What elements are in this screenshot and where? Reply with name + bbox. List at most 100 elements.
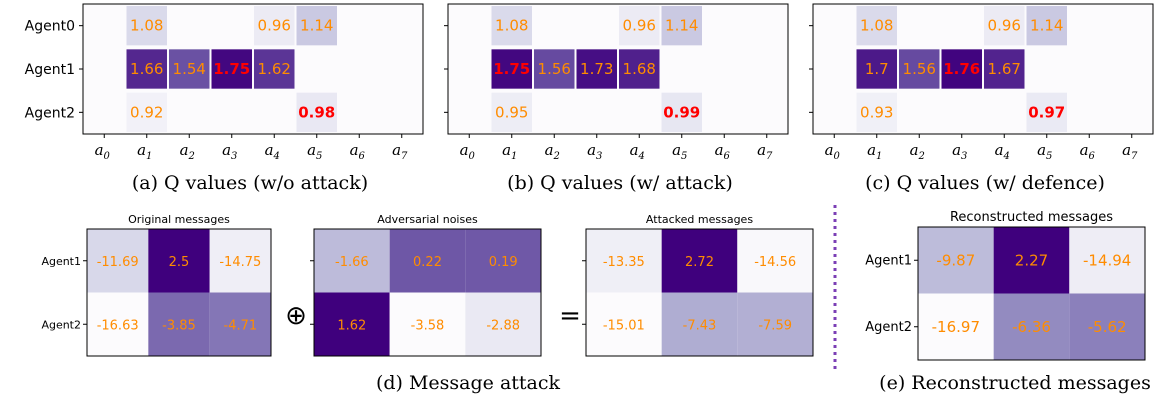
heatmap-value-label: -6.36 — [1012, 318, 1051, 336]
action-tick-label: a2 — [545, 141, 560, 162]
heatmap-frame — [585, 228, 814, 357]
q-cell — [169, 49, 210, 89]
q-cell — [1026, 92, 1067, 132]
agent-tick-label: Agent2 — [41, 318, 81, 331]
agent-tick-label: Agent1 — [865, 253, 912, 268]
q-cell — [254, 49, 295, 89]
q-values-panel-no-attack: 1.08 0.96 1.14 1.66 1.54 1.75 1.62 0.92 0.98 Agen… — [25, 3, 424, 162]
heatmap-cell — [465, 292, 541, 356]
action-tick-label: a0 — [460, 141, 476, 162]
q-cell — [126, 49, 167, 89]
heatmap-original-messages: Original messages -11.69 2.5 -14.75 Agent1 -1… — [41, 213, 272, 357]
heatmap-reconstructed-messages: Reconstructed messages -9.87 2.27 -14.94 Age… — [865, 210, 1146, 361]
caption-e: (e) Reconstructed messages — [879, 372, 1151, 394]
q-cell — [211, 49, 252, 89]
q-cell — [126, 6, 167, 46]
q-value-label: 1.54 — [173, 60, 206, 78]
action-tick-label: a3 — [587, 141, 602, 162]
heatmap-value-label: -14.94 — [1083, 251, 1131, 269]
heatmap-value-label: -3.85 — [162, 318, 196, 333]
q-cell — [254, 6, 295, 46]
q-value-label: 1.08 — [495, 17, 528, 35]
agent-tick-label: Agent1 — [25, 62, 75, 78]
heatmap-value-label: -4.71 — [224, 318, 258, 333]
heatmap-value-label: -1.66 — [335, 255, 369, 270]
heatmap-cell — [87, 292, 149, 356]
q-cell — [661, 6, 702, 46]
heatmap-title: Adversarial noises — [377, 213, 478, 226]
heatmap-cell — [661, 292, 738, 356]
caption-a: (a) Q values (w/o attack) — [132, 172, 368, 194]
q-value-label: 0.93 — [860, 103, 893, 121]
q-cell — [984, 49, 1025, 89]
q-value-label: 1.56 — [538, 60, 571, 78]
caption-b: (b) Q values (w/ attack) — [507, 172, 733, 194]
q-values-panel-defence: 1.08 0.96 1.14 1.7 1.56 1.76 1.67 0.93 0.97 a0 a1 a… — [809, 3, 1154, 162]
heatmap-frame — [313, 228, 542, 357]
action-tick-label: a5 — [307, 141, 322, 162]
heatmap-cell — [993, 227, 1070, 294]
q-value-label-max: 0.98 — [298, 103, 335, 121]
q-cell — [856, 92, 897, 132]
heatmap-cell — [993, 293, 1070, 360]
q-cell — [941, 49, 982, 89]
q-value-label: 0.96 — [623, 17, 656, 35]
heatmap-cell — [918, 293, 994, 360]
action-tick-label: a4 — [995, 141, 1010, 162]
heatmap-cell — [661, 229, 738, 293]
action-tick-label: a5 — [1037, 141, 1052, 162]
equals-operator: = — [559, 301, 581, 331]
q-value-label: 1.68 — [623, 60, 656, 78]
heatmap-attacked-messages: Attacked messages -13.35 2.72 -14.56 -15.01 -… — [582, 213, 814, 357]
q-value-label: 0.96 — [258, 17, 291, 35]
heatmap-frame — [86, 228, 272, 357]
heatmap-cell — [389, 229, 466, 293]
heatmap-cell — [586, 292, 662, 356]
action-tick-label: a6 — [715, 141, 731, 162]
q-cell — [856, 49, 897, 89]
action-tick-label: a1 — [502, 141, 517, 162]
heatmap-cell — [87, 229, 149, 293]
q-cell — [296, 6, 337, 46]
heatmap-value-label: -13.35 — [603, 255, 645, 270]
q-values-panel-attack: 1.08 0.96 1.14 1.75 1.56 1.73 1.68 0.95 0.99 a0 a1… — [444, 3, 789, 162]
caption-d: (d) Message attack — [376, 372, 561, 394]
q-cell — [984, 6, 1025, 46]
q-value-label: 1.66 — [130, 60, 163, 78]
action-tick-label: a5 — [672, 141, 687, 162]
heatmap-cell — [1069, 227, 1145, 294]
agent-tick-label: Agent0 — [25, 19, 75, 35]
agent-tick-label: Agent2 — [865, 320, 912, 335]
heatmap-cell — [737, 229, 813, 293]
q-value-label-max: 1.75 — [493, 60, 530, 78]
q-cell — [576, 49, 617, 89]
heatmap-value-label: -9.87 — [936, 251, 975, 269]
q-cell — [661, 92, 702, 132]
q-cell — [491, 6, 532, 46]
heatmap-cell — [209, 292, 271, 356]
q-cell — [491, 92, 532, 132]
q-cell — [534, 49, 575, 89]
caption-c: (c) Q values (w/ defence) — [865, 172, 1105, 194]
q-value-label: 0.96 — [988, 17, 1021, 35]
action-tick-label: a7 — [392, 141, 408, 162]
heatmap-value-label: -2.88 — [486, 318, 520, 333]
q-value-label: 0.92 — [130, 103, 163, 121]
action-tick-label: a3 — [222, 141, 237, 162]
heatmap-cell — [148, 292, 210, 356]
heatmap-value-label: 2.72 — [685, 255, 714, 270]
q-value-label: 1.67 — [988, 60, 1021, 78]
heatmap-value-label: -14.75 — [219, 255, 261, 270]
action-tick-label: a4 — [265, 141, 280, 162]
q-cell — [1026, 6, 1067, 46]
q-value-label: 1.08 — [860, 17, 893, 35]
heatmap-value-label: 0.19 — [489, 255, 518, 270]
heatmap-cell — [586, 229, 662, 293]
action-tick-label: a7 — [1122, 141, 1138, 162]
action-tick-label: a0 — [825, 141, 841, 162]
q-value-label: 1.56 — [903, 60, 936, 78]
q-value-label: 1.14 — [665, 17, 698, 35]
heatmap-cell — [209, 229, 271, 293]
q-value-label-max: 0.97 — [1028, 103, 1065, 121]
q-cell — [296, 92, 337, 132]
